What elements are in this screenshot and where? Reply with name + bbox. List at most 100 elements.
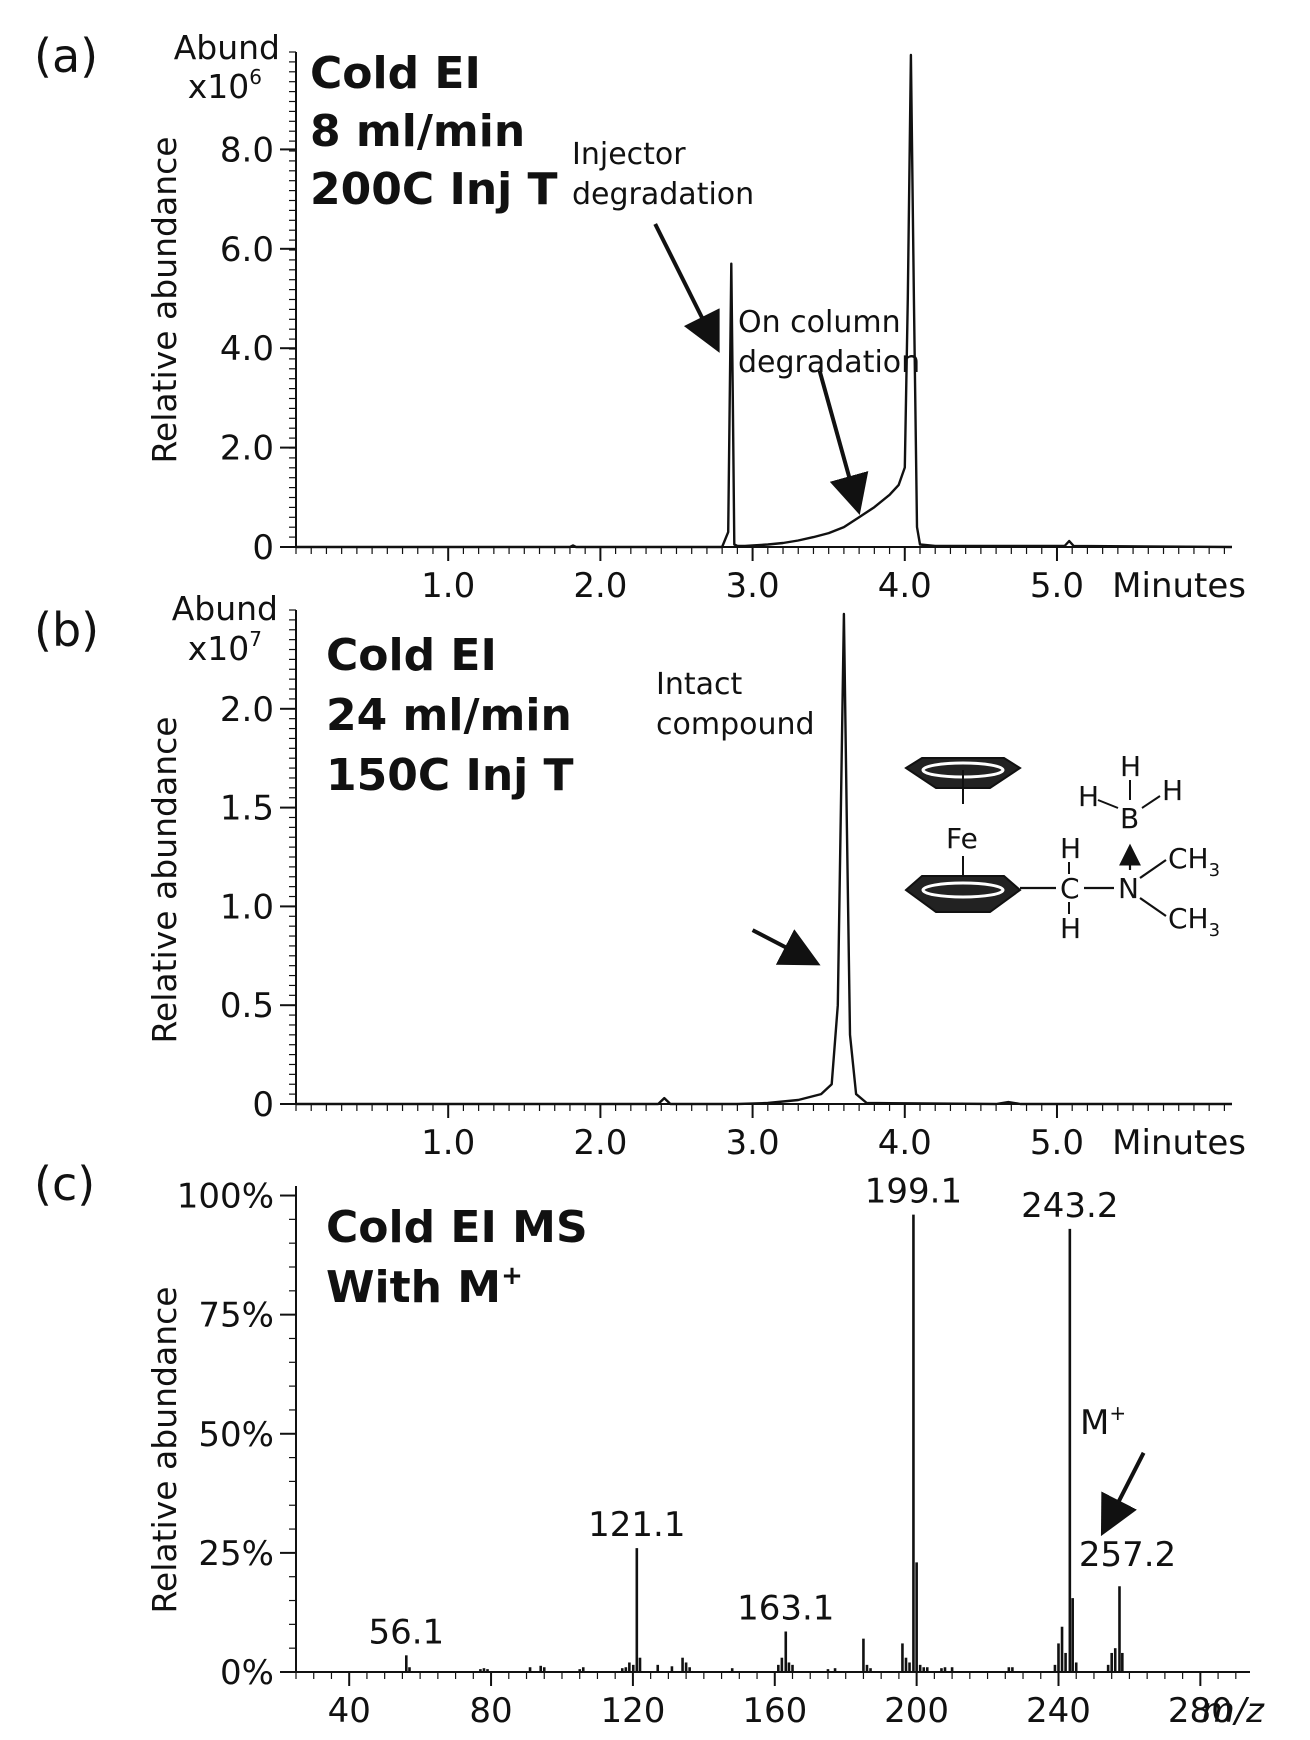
panel-a-headline-line-1: Cold EI: [310, 48, 481, 99]
panel-c-headline-line-1: Cold EI MS: [326, 1202, 588, 1253]
panel-a-annotation-arrow: [817, 370, 869, 515]
panel-b-y-tick-label: 2.0: [220, 690, 274, 730]
borane-h-left: H: [1078, 780, 1099, 813]
panel-a-letter: (a): [34, 29, 98, 83]
panel-c-peak-label: 121.1: [588, 1505, 685, 1545]
boron-atom: B: [1120, 802, 1139, 835]
panel-c-plot: 40 80 120 160 200 240 280 0% 25% 50% 75% 100% m/z 56.…: [177, 1172, 1265, 1731]
panel-b-headline-line-1: Cold EI: [326, 630, 497, 681]
panel-c: (c) Relative abundance Cold EI MS With M…: [34, 1157, 1265, 1731]
panel-c-y-tick-label: 25%: [198, 1534, 274, 1574]
panel-a-x-tick-label: 1.0: [421, 566, 475, 606]
panel-b-y-tick-label: 1.5: [220, 789, 274, 829]
panel-a-y-tick-label: 0: [252, 528, 274, 568]
panel-b-y-tick-label: 0.5: [220, 986, 274, 1026]
panel-b-abund-exponent: 7: [249, 627, 262, 651]
panel-b-x-tick-label: 3.0: [726, 1123, 780, 1163]
panel-c-x-tick-label: 120: [600, 1691, 665, 1731]
panel-c-peak-label: 257.2: [1079, 1535, 1176, 1575]
panel-a: (a) Abund x106 Relative abundance Cold E…: [34, 28, 1246, 606]
nitrogen-atom: N: [1118, 872, 1139, 905]
panel-a-y-tick-label: 4.0: [220, 329, 274, 369]
methyl-top: CH3: [1168, 842, 1220, 881]
panel-c-letter: (c): [34, 1157, 95, 1211]
panel-b-abund-label: Abund x107: [172, 589, 278, 668]
panel-c-ylabel: Relative abundance: [145, 1286, 184, 1613]
panel-a-headline: Cold EI 8 ml/min 200C Inj T: [310, 48, 558, 215]
panel-c-x-tick-label: 160: [742, 1691, 807, 1731]
panel-b-letter: (b): [34, 603, 99, 657]
lower-cp-aromatic: [921, 881, 1005, 899]
panel-a-abund-label: Abund x106: [174, 28, 280, 106]
panel-a-annotation-on-column-line-2: degradation: [738, 345, 920, 380]
panel-a-annotation-on-column: On column degradation: [738, 305, 920, 380]
svg-text:x106: x106: [188, 65, 262, 106]
panel-b-x-tick-label: 1.0: [421, 1123, 475, 1163]
methyl-bottom: CH3: [1168, 902, 1220, 941]
methylene-h-top: H: [1060, 832, 1081, 865]
panel-a-headline-line-3: 200C Inj T: [310, 164, 558, 215]
svg-text:x107: x107: [188, 627, 262, 668]
panel-b-x-tick-label: 4.0: [878, 1123, 932, 1163]
borane-h-right: H: [1162, 774, 1183, 807]
panel-c-x-tick-label: 280: [1168, 1691, 1233, 1731]
fe-atom: Fe: [946, 822, 978, 855]
panel-b-x-tick-label: 5.0: [1030, 1123, 1084, 1163]
panel-a-abund-text: Abund: [174, 28, 280, 67]
panel-b-annotation-intact-line-1: Intact: [656, 667, 743, 702]
panel-b-x-axis-label: Minutes: [1112, 1123, 1246, 1163]
panel-b-headline: Cold EI 24 ml/min 150C Inj T: [326, 630, 574, 801]
panel-c-x-tick-label: 240: [1026, 1691, 1091, 1731]
panel-b-headline-line-2: 24 ml/min: [326, 690, 572, 741]
panel-b-chromatogram-trace: [296, 612, 1232, 1106]
panel-b-x-tick-label: 2.0: [573, 1123, 627, 1163]
panel-a-headline-line-2: 8 ml/min: [310, 106, 525, 157]
panel-a-annotation-on-column-line-1: On column: [738, 305, 901, 340]
mplus-label: M+: [1080, 1401, 1126, 1443]
panel-c-x-tick-label: 40: [328, 1691, 371, 1731]
panel-c-peak-label: 56.1: [368, 1612, 444, 1652]
panel-b-abund-multiplier: x10: [188, 629, 250, 668]
panel-c-annotation-arrow: [1100, 1451, 1146, 1537]
panel-c-headline-superscript: +: [501, 1261, 523, 1291]
panel-c-x-axis-label: m/z: [1202, 1691, 1266, 1731]
ferrocene-structure: Fe H C H N CH3 CH3 B H H: [904, 750, 1220, 945]
panel-a-y-tick-label: 6.0: [220, 230, 274, 270]
panel-a-x-tick-label: 3.0: [726, 566, 780, 606]
panel-a-annotation-injector: Injector degradation: [572, 137, 754, 212]
panel-b: (b) Abund x107 Relative abundance Cold E…: [34, 589, 1246, 1163]
panel-c-y-tick-label: 100%: [177, 1177, 274, 1217]
panel-b-annotation-intact-line-2: compound: [656, 707, 815, 742]
panel-c-headline-line-2: With M+: [326, 1261, 523, 1313]
panel-c-y-tick-label: 0%: [220, 1653, 274, 1693]
panel-c-y-tick-label: 50%: [198, 1415, 274, 1455]
panel-c-headline: Cold EI MS With M+: [326, 1202, 588, 1313]
borane-h-top: H: [1120, 750, 1141, 783]
panel-c-x-tick-label: 200: [884, 1691, 949, 1731]
panel-b-annotation-intact: Intact compound: [656, 667, 815, 742]
panel-b-abund-text: Abund: [172, 589, 278, 628]
panel-b-headline-line-3: 150C Inj T: [326, 750, 574, 801]
panel-b-y-tick-label: 0: [252, 1085, 274, 1125]
methylene-h-bottom: H: [1060, 912, 1081, 945]
panel-a-annotation-injector-line-2: degradation: [572, 177, 754, 212]
panel-a-plot: 1.0 2.0 3.0 4.0 5.0 0 2.0 4.0 6.0 8.0 Minutes: [220, 51, 1246, 606]
panel-a-x-tick-label: 4.0: [878, 566, 932, 606]
panel-a-y-tick-label: 2.0: [220, 429, 274, 469]
panel-a-abund-multiplier: x10: [188, 67, 250, 106]
lower-cp-ring: [904, 875, 1022, 913]
panel-a-ylabel: Relative abundance: [145, 136, 184, 463]
panel-a-x-tick-label: 5.0: [1030, 566, 1084, 606]
panel-b-plot: 1.0 2.0 3.0 4.0 5.0 0 0.5 1.0 1.5 2.0 Minutes: [220, 609, 1246, 1163]
panel-a-annotation-arrow: [653, 223, 720, 353]
panel-b-annotation-arrow: [751, 928, 821, 966]
methylene-c: C: [1060, 872, 1080, 905]
panel-a-y-tick-label: 8.0: [220, 130, 274, 170]
panel-c-peak-label: 199.1: [865, 1172, 962, 1212]
panel-a-annotation-injector-line-1: Injector: [572, 137, 686, 172]
panel-b-y-tick-label: 1.0: [220, 887, 274, 927]
panel-c-peak-label: 163.1: [737, 1589, 834, 1629]
panel-a-abund-exponent: 6: [249, 65, 262, 89]
panel-c-x-tick-label: 80: [469, 1691, 512, 1731]
